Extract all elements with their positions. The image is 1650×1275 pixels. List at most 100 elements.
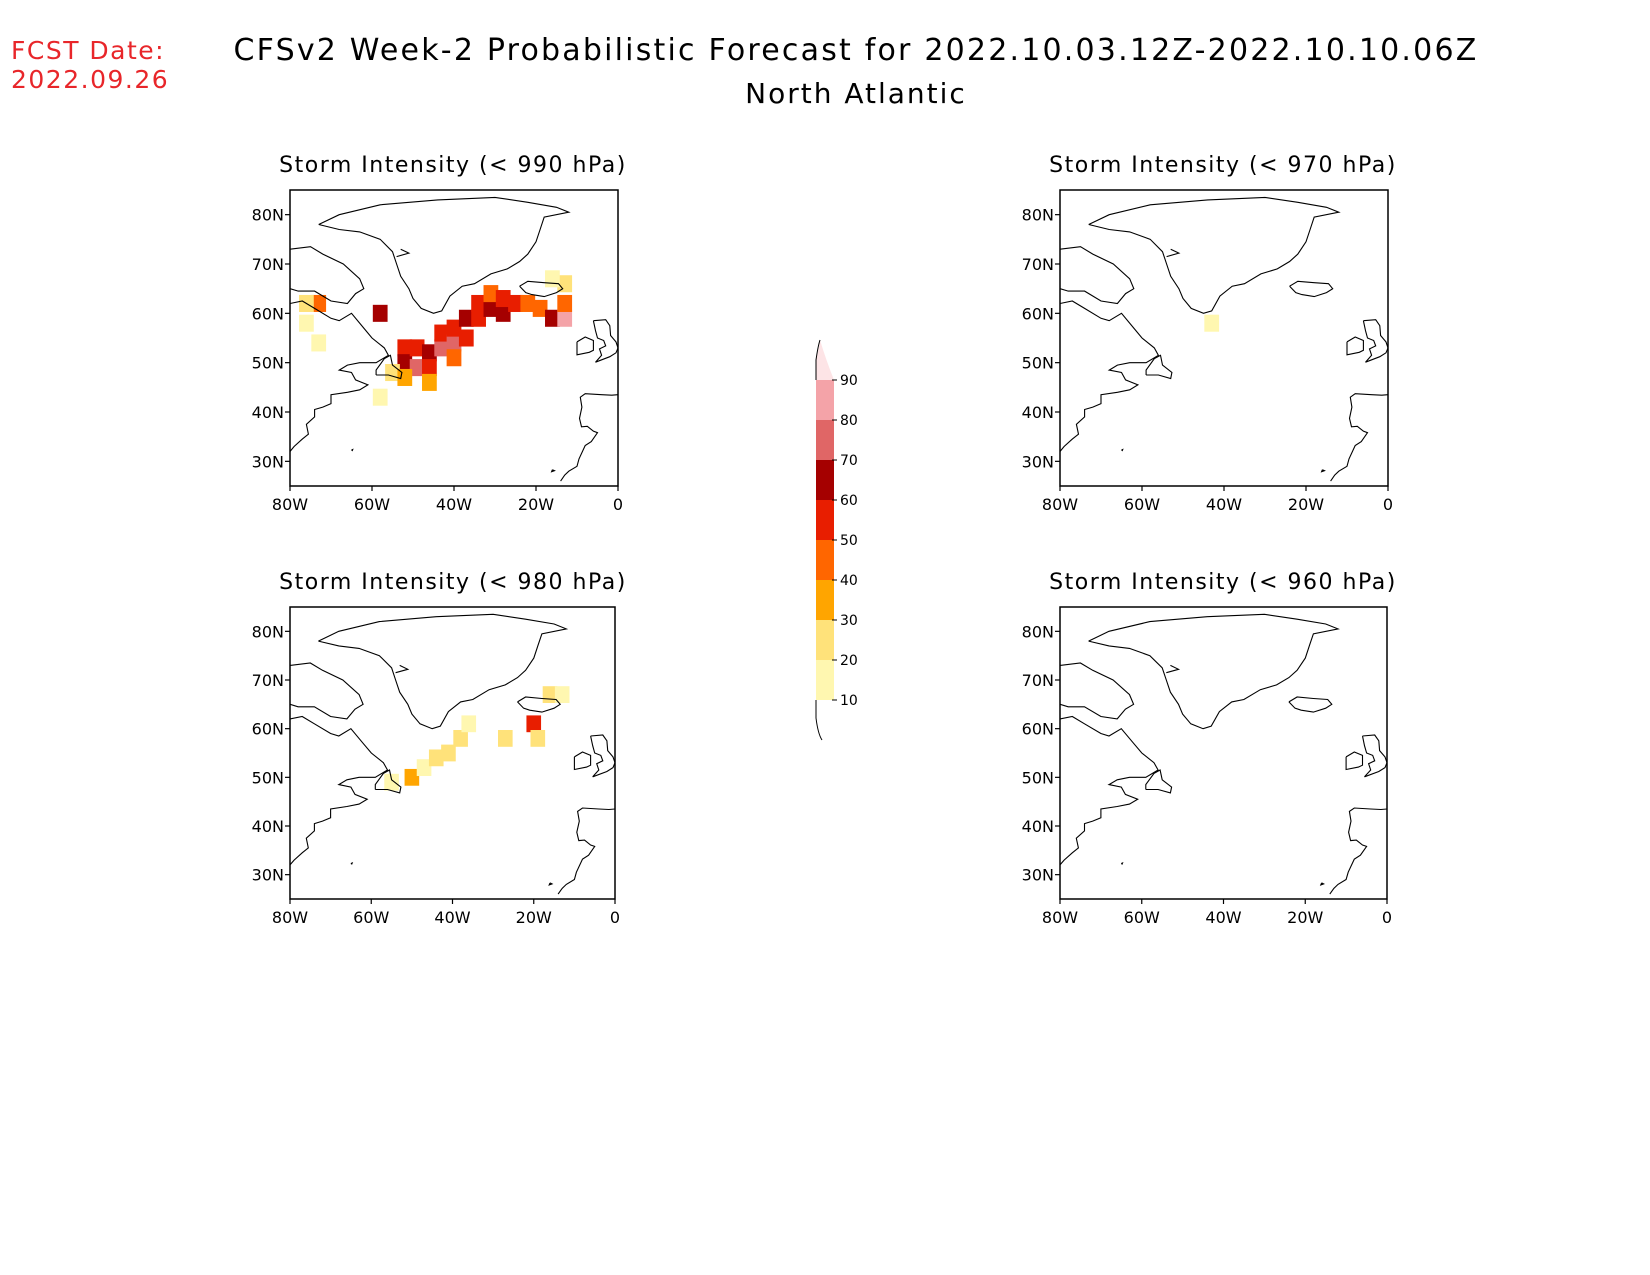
probability-cell: [458, 309, 474, 327]
probability-cell: [311, 294, 327, 312]
colorbar-label: 40: [840, 573, 858, 589]
coastline: [592, 319, 618, 363]
probability-cell: [545, 309, 560, 327]
map-frame: [1059, 606, 1388, 900]
coastline: [1362, 319, 1388, 363]
probability-cell: [557, 275, 573, 293]
probability-cell: [311, 334, 327, 352]
probability-cell: [409, 339, 425, 357]
lat-tick-label: 80N: [252, 206, 284, 225]
coastline: [1288, 696, 1333, 713]
lat-tick-label: 70N: [1022, 255, 1054, 274]
colorbar-bottom-edge: [815, 700, 823, 741]
probability-cell: [495, 304, 511, 322]
lon-tick-label: 80W: [1042, 495, 1078, 514]
probability-cell: [416, 759, 432, 776]
coastline: [1121, 861, 1124, 865]
probability-cell: [483, 299, 499, 317]
colorbar-label: 20: [840, 653, 858, 669]
colorbar-label: 50: [840, 533, 858, 549]
lat-tick-label: 60N: [1022, 720, 1054, 739]
coastline: [1060, 662, 1135, 720]
lat-tick-label: 70N: [252, 671, 284, 690]
coastline: [290, 246, 365, 305]
coastline: [1121, 448, 1124, 452]
coastline: [576, 336, 594, 356]
probability-cell: [471, 294, 486, 312]
probability-cell: [557, 309, 573, 327]
lon-tick-label: 40W: [1206, 495, 1242, 514]
panel-title: Storm Intensity (< 990 hPa): [279, 153, 627, 178]
coastline: [1166, 664, 1181, 674]
coastline: [550, 469, 556, 473]
map-area: [1060, 196, 1388, 482]
probability-cell: [372, 388, 388, 406]
probability-cell: [508, 294, 523, 312]
map-area: [290, 613, 615, 895]
fcst-label-text: FCST Date:: [11, 36, 166, 65]
probability-cell: [409, 359, 425, 377]
probability-cell: [495, 290, 511, 308]
colorbar-segment: [816, 580, 834, 620]
coastline: [351, 448, 354, 452]
coastline: [395, 664, 410, 674]
colorbar-segment: [816, 660, 834, 700]
lon-tick-label: 80W: [272, 495, 308, 514]
coastline: [1345, 751, 1364, 771]
lon-tick-label: 20W: [516, 908, 552, 927]
coastline: [290, 715, 389, 866]
lat-tick-label: 40N: [1022, 817, 1054, 836]
probability-cell: [483, 285, 499, 303]
lon-tick-label: 20W: [1287, 908, 1323, 927]
coastline: [396, 248, 411, 258]
colorbar-label: 90: [840, 373, 858, 389]
lat-tick-label: 30N: [252, 452, 284, 471]
probability-cell: [557, 294, 573, 312]
coastline: [1060, 300, 1160, 452]
colorbar-label: 80: [840, 413, 858, 429]
coastline: [290, 662, 364, 720]
coastline: [1330, 393, 1388, 482]
lon-tick-label: 0: [1382, 908, 1392, 927]
coastline: [1166, 248, 1181, 258]
probability-cell: [498, 730, 513, 747]
coastline: [318, 196, 571, 314]
probability-cell: [446, 334, 462, 352]
lon-tick-label: 60W: [1124, 908, 1160, 927]
coastline: [1319, 882, 1325, 886]
probability-cell: [428, 749, 444, 767]
coastline: [1145, 769, 1173, 794]
coastline: [557, 807, 615, 895]
colorbar-top-arrow: [816, 340, 834, 380]
colorbar-segment: [816, 540, 834, 580]
lon-tick-label: 60W: [353, 908, 389, 927]
lon-tick-label: 0: [610, 908, 620, 927]
panel-title: Storm Intensity (< 970 hPa): [1049, 153, 1397, 178]
map-panel-3: Storm Intensity (< 980 hPa) 80N 70N 60N 50N 4…: [252, 570, 626, 927]
lon-tick-label: 80W: [1042, 908, 1078, 927]
coastline: [517, 696, 562, 713]
colorbar-label: 60: [840, 493, 858, 509]
coastline: [548, 882, 554, 886]
coastline: [1088, 613, 1340, 730]
colorbar-top-edge: [815, 339, 821, 380]
colorbar-label: 10: [840, 693, 858, 709]
coastline: [1088, 196, 1341, 314]
lat-tick-label: 50N: [252, 768, 284, 787]
coastline: [1145, 354, 1173, 380]
lat-tick-label: 50N: [1022, 768, 1054, 787]
probability-cell: [453, 730, 468, 747]
lat-tick-label: 50N: [252, 354, 284, 373]
map-area: [1060, 613, 1387, 895]
colorbar: 10 20 30 40 50 60 70 80 90: [815, 339, 858, 741]
colorbar-segment: [816, 620, 834, 660]
probability-cell: [422, 373, 437, 391]
lon-tick-label: 40W: [434, 908, 470, 927]
fcst-date-value: 2022.09.26: [11, 65, 170, 94]
coastline: [1346, 336, 1364, 356]
lat-tick-label: 40N: [1022, 403, 1054, 422]
lat-tick-label: 60N: [252, 720, 284, 739]
lon-tick-label: 40W: [1205, 908, 1241, 927]
lat-tick-label: 50N: [1022, 354, 1054, 373]
